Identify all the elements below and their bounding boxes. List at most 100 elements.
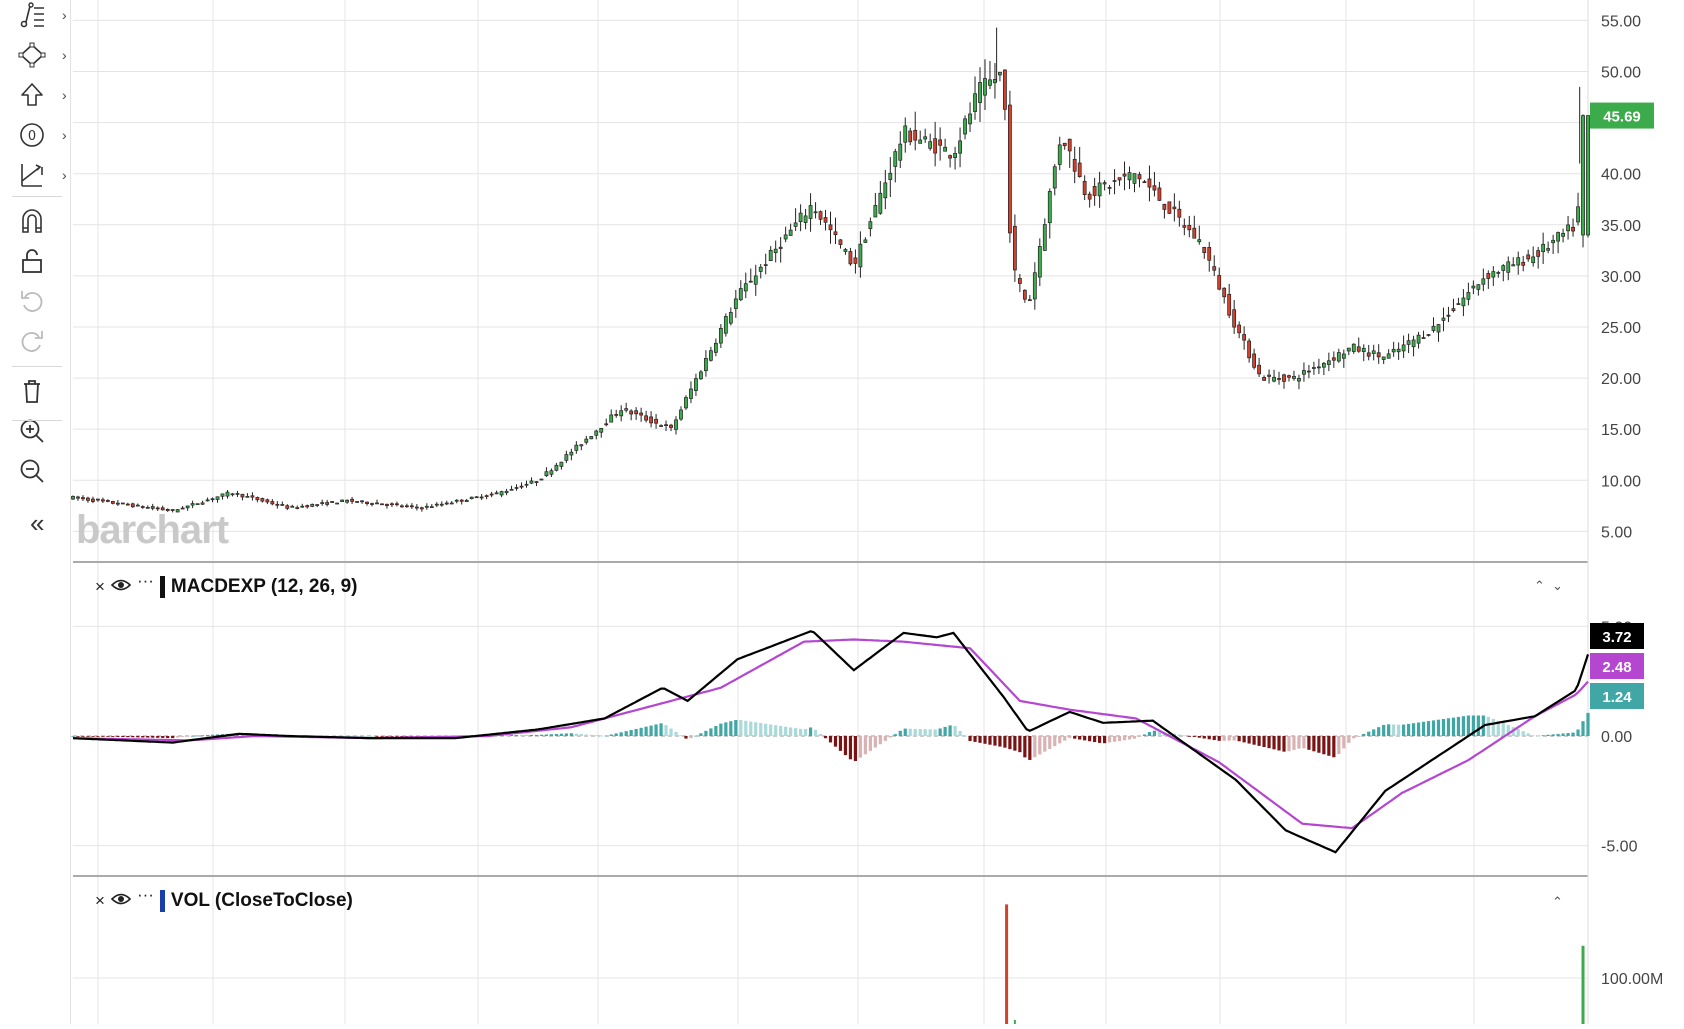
candle[interactable] bbox=[1112, 180, 1117, 182]
candle[interactable] bbox=[1461, 297, 1466, 307]
candle[interactable] bbox=[1496, 272, 1501, 274]
candle[interactable] bbox=[798, 212, 803, 223]
candle[interactable] bbox=[105, 500, 110, 502]
candle[interactable] bbox=[165, 509, 170, 511]
candle[interactable] bbox=[888, 172, 893, 180]
chevron-right-icon[interactable]: › bbox=[62, 7, 67, 23]
candle[interactable] bbox=[255, 497, 260, 501]
candle[interactable] bbox=[1072, 158, 1077, 172]
candle[interactable] bbox=[474, 496, 479, 499]
candle[interactable] bbox=[1022, 289, 1027, 300]
candle[interactable] bbox=[848, 251, 853, 265]
candle[interactable] bbox=[375, 502, 379, 505]
candle[interactable] bbox=[933, 138, 938, 154]
candle[interactable] bbox=[1476, 284, 1481, 290]
candle[interactable] bbox=[609, 414, 614, 423]
candle[interactable] bbox=[873, 205, 878, 218]
candle[interactable] bbox=[260, 498, 265, 502]
candle[interactable] bbox=[1077, 162, 1082, 178]
candle[interactable] bbox=[778, 246, 783, 249]
candle[interactable] bbox=[1252, 353, 1256, 368]
candle[interactable] bbox=[1052, 166, 1057, 189]
candle[interactable] bbox=[101, 499, 105, 502]
candle[interactable] bbox=[265, 499, 270, 503]
candle[interactable] bbox=[1012, 225, 1017, 271]
candle[interactable] bbox=[599, 427, 604, 433]
candle[interactable] bbox=[1027, 299, 1032, 302]
candle[interactable] bbox=[1172, 206, 1177, 210]
candle[interactable] bbox=[594, 430, 599, 436]
candle[interactable] bbox=[923, 136, 928, 140]
candle[interactable] bbox=[758, 266, 763, 272]
candle[interactable] bbox=[395, 503, 399, 506]
candle[interactable] bbox=[1147, 178, 1152, 188]
candle[interactable] bbox=[689, 388, 693, 399]
candle[interactable] bbox=[1421, 337, 1426, 339]
candle[interactable] bbox=[1192, 227, 1197, 239]
chevron-right-icon[interactable]: › bbox=[62, 87, 67, 103]
candle[interactable] bbox=[1431, 325, 1436, 331]
candle[interactable] bbox=[494, 492, 499, 495]
candle[interactable] bbox=[1581, 115, 1585, 236]
candle[interactable] bbox=[1506, 261, 1511, 273]
candle[interactable] bbox=[1401, 344, 1406, 352]
candle[interactable] bbox=[1521, 261, 1526, 266]
candle[interactable] bbox=[335, 502, 340, 505]
candle[interactable] bbox=[1232, 309, 1237, 328]
pane-down-icon[interactable]: ⌄ bbox=[1552, 578, 1563, 593]
candle[interactable] bbox=[679, 409, 683, 420]
candle[interactable] bbox=[1381, 356, 1386, 360]
candle[interactable] bbox=[91, 498, 95, 502]
candle[interactable] bbox=[1227, 293, 1232, 316]
candle[interactable] bbox=[1042, 224, 1047, 251]
candle[interactable] bbox=[280, 504, 285, 506]
candle[interactable] bbox=[664, 424, 668, 427]
candle[interactable] bbox=[1531, 256, 1536, 264]
candle[interactable] bbox=[380, 503, 384, 506]
candle[interactable] bbox=[509, 488, 514, 491]
candle[interactable] bbox=[579, 444, 584, 447]
candle[interactable] bbox=[1446, 314, 1451, 317]
candle[interactable] bbox=[350, 498, 354, 502]
candle[interactable] bbox=[1491, 271, 1496, 278]
candle[interactable] bbox=[125, 503, 130, 506]
candle[interactable] bbox=[1202, 247, 1207, 253]
fib-tool-button[interactable]: 0 › bbox=[18, 120, 67, 154]
candle[interactable] bbox=[459, 499, 464, 502]
candle[interactable] bbox=[948, 155, 952, 159]
candle[interactable] bbox=[76, 496, 80, 499]
candle[interactable] bbox=[574, 444, 579, 451]
candle[interactable] bbox=[1331, 357, 1336, 361]
candle[interactable] bbox=[1137, 174, 1142, 180]
candle[interactable] bbox=[728, 312, 733, 324]
candle[interactable] bbox=[1257, 364, 1261, 375]
candle[interactable] bbox=[1177, 208, 1182, 218]
candle[interactable] bbox=[504, 490, 509, 494]
candle[interactable] bbox=[908, 130, 913, 143]
candle[interactable] bbox=[654, 418, 658, 424]
candle[interactable] bbox=[185, 505, 190, 509]
candle[interactable] bbox=[245, 495, 250, 498]
candle[interactable] bbox=[1386, 353, 1391, 359]
undo-button[interactable] bbox=[18, 286, 62, 320]
candle[interactable] bbox=[484, 495, 489, 497]
candle[interactable] bbox=[559, 461, 564, 467]
candle[interactable] bbox=[190, 503, 195, 506]
candle[interactable] bbox=[803, 215, 808, 223]
candle[interactable] bbox=[783, 234, 788, 240]
candle[interactable] bbox=[1486, 273, 1491, 279]
candle[interactable] bbox=[345, 499, 349, 503]
magnet-button[interactable] bbox=[18, 206, 62, 240]
candle[interactable] bbox=[1062, 142, 1067, 147]
candle[interactable] bbox=[1481, 278, 1486, 285]
candle[interactable] bbox=[843, 249, 848, 252]
candle[interactable] bbox=[449, 502, 454, 505]
candle[interactable] bbox=[718, 327, 723, 344]
candle[interactable] bbox=[554, 464, 559, 471]
zoom-out-button[interactable] bbox=[18, 456, 62, 490]
candle[interactable] bbox=[768, 249, 773, 262]
candle[interactable] bbox=[1282, 374, 1286, 382]
candle[interactable] bbox=[135, 504, 140, 507]
candle[interactable] bbox=[235, 493, 240, 495]
